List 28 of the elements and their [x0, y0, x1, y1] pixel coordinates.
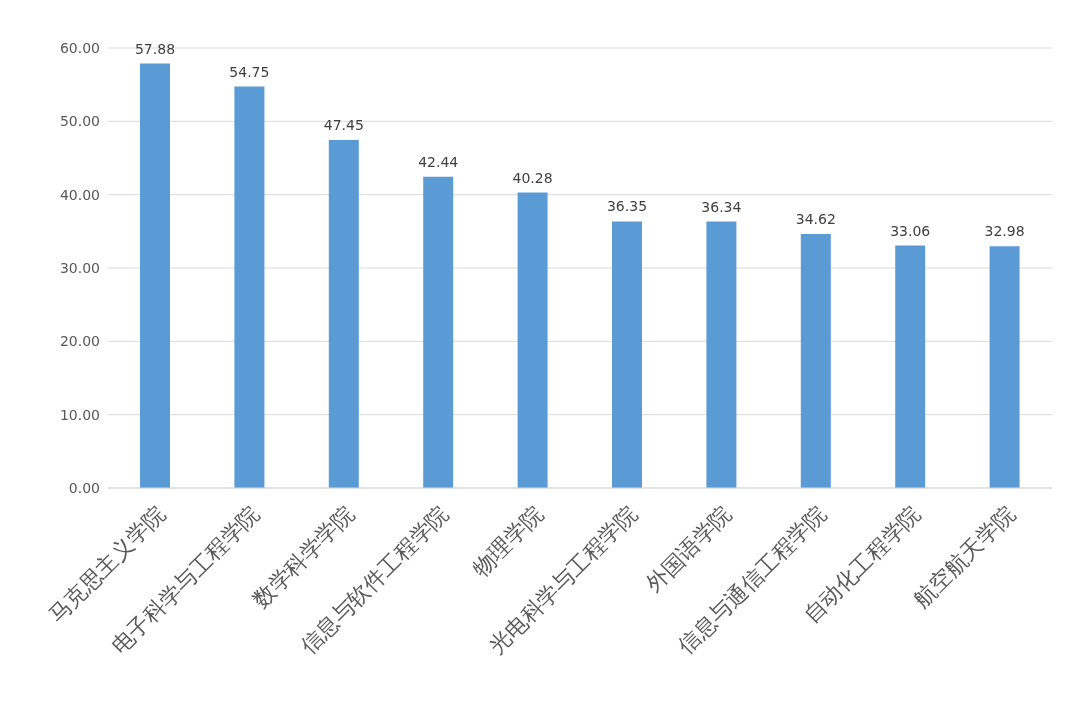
data-label: 36.35 [606, 198, 648, 215]
y-tick-label: 0.00 [68, 479, 100, 496]
data-label: 32.98 [984, 223, 1025, 240]
data-label: 36.34 [701, 198, 742, 215]
bar [423, 176, 454, 488]
x-tick-label: 物理学院 [467, 501, 548, 582]
data-label: 33.06 [890, 222, 931, 239]
bar [612, 221, 642, 488]
bar [800, 234, 831, 488]
data-label: 47.45 [323, 117, 364, 134]
data-label: 54.75 [229, 63, 270, 80]
bar [706, 221, 737, 488]
bar [234, 86, 265, 488]
y-tick-label: 50.00 [59, 113, 100, 130]
y-tick-label: 30.00 [59, 259, 100, 276]
data-label: 34.62 [795, 211, 836, 228]
bar [140, 63, 170, 488]
data-label: 57.88 [134, 40, 176, 57]
y-tick-label: 10.00 [59, 406, 100, 423]
data-label: 40.28 [512, 169, 553, 186]
y-tick-label: 40.00 [59, 186, 100, 203]
bar [989, 246, 1020, 488]
bar [328, 140, 359, 488]
data-label: 42.44 [418, 153, 459, 170]
y-tick-label: 20.00 [59, 333, 100, 350]
y-tick-label: 60.00 [59, 39, 100, 56]
bar [517, 192, 548, 488]
bar [895, 245, 926, 488]
